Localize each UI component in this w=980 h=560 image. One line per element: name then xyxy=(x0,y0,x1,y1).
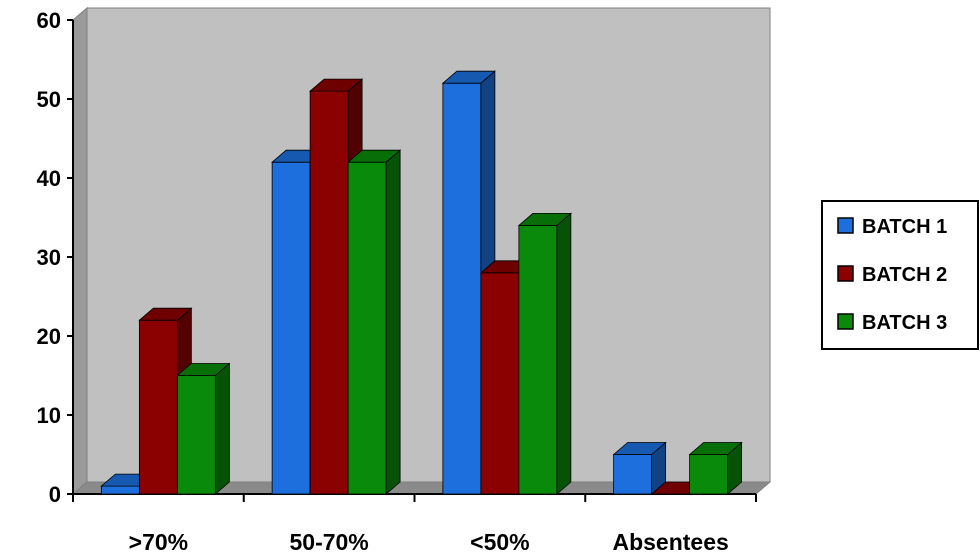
legend-swatch xyxy=(837,265,854,282)
bar-front xyxy=(309,90,349,495)
bar-side xyxy=(556,212,572,495)
bar-front xyxy=(518,224,558,495)
bar-top xyxy=(612,442,667,455)
legend-items: BATCH 1 BATCH 2 BATCH 3 xyxy=(837,216,947,334)
bar xyxy=(176,362,231,495)
x-category-label: >70% xyxy=(129,529,188,555)
plot-side-wall xyxy=(72,6,88,496)
bar-top xyxy=(309,78,364,92)
bar-front xyxy=(100,485,140,495)
bar-front xyxy=(442,82,482,495)
legend-item: BATCH 2 xyxy=(837,264,947,286)
bar-front xyxy=(271,161,311,495)
x-category-label: Absentees xyxy=(612,529,728,555)
legend-item: BATCH 1 xyxy=(837,216,947,238)
bar xyxy=(688,441,743,495)
legend-swatch xyxy=(837,217,854,234)
x-category-label: 50-70% xyxy=(289,529,368,555)
y-tick-label: 20 xyxy=(37,324,61,349)
legend-label: BATCH 3 xyxy=(862,312,947,334)
legend-label: BATCH 1 xyxy=(862,216,947,238)
bar-front xyxy=(138,319,178,495)
bar-front xyxy=(689,454,729,495)
y-tick-label: 40 xyxy=(37,166,61,191)
x-ticks: >70% 50-70% <50% Absentees xyxy=(72,494,757,555)
bar xyxy=(347,149,402,495)
bar xyxy=(517,212,572,495)
bar-front xyxy=(480,272,520,495)
bars xyxy=(100,70,743,495)
y-tick-label: 0 xyxy=(49,482,61,507)
y-tick-label: 60 xyxy=(37,8,61,33)
legend: BATCH 1 BATCH 2 BATCH 3 xyxy=(821,200,979,350)
bar-top xyxy=(517,212,572,226)
x-category-label: <50% xyxy=(470,529,529,555)
bar-top xyxy=(688,442,743,455)
legend-item: BATCH 3 xyxy=(837,312,947,334)
bar-top xyxy=(138,307,193,321)
bar-front xyxy=(176,375,216,495)
bar-top xyxy=(441,70,496,84)
y-tick-label: 30 xyxy=(37,245,61,270)
bar-side xyxy=(385,149,401,495)
y-tick-label: 10 xyxy=(37,403,61,428)
bar-top xyxy=(347,149,402,163)
bar-front xyxy=(613,454,653,495)
bar-front xyxy=(347,161,387,495)
legend-label: BATCH 2 xyxy=(862,264,947,286)
y-tick-label: 50 xyxy=(37,87,61,112)
y-ticks: 0 10 20 30 40 50 60 xyxy=(37,8,73,507)
bar-top xyxy=(176,363,231,376)
bar-side xyxy=(214,362,230,495)
bar xyxy=(612,441,667,495)
legend-swatch xyxy=(837,313,854,330)
